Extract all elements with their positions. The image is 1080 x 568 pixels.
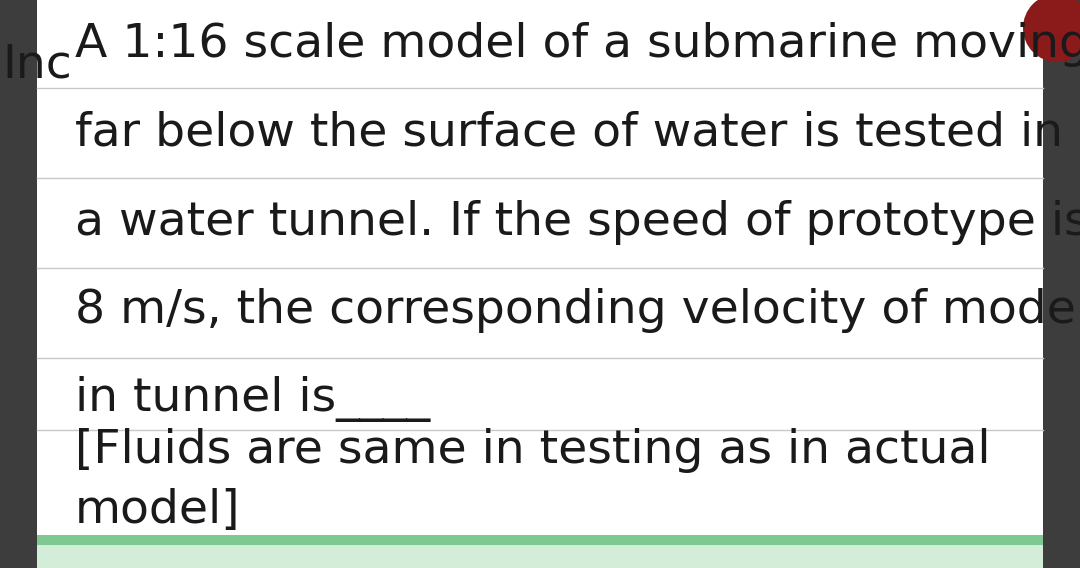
Text: Inc: Inc bbox=[2, 42, 71, 87]
Text: in tunnel is____: in tunnel is____ bbox=[75, 376, 430, 422]
Bar bbox=[37, 545, 1043, 568]
Bar bbox=[37, 535, 1043, 545]
Text: a water tunnel. If the speed of prototype is: a water tunnel. If the speed of prototyp… bbox=[75, 200, 1080, 245]
Text: A 1:16 scale model of a submarine moving: A 1:16 scale model of a submarine moving bbox=[75, 22, 1080, 67]
Text: far below the surface of water is tested in: far below the surface of water is tested… bbox=[75, 110, 1063, 155]
Text: [Fluids are same in testing as in actual: [Fluids are same in testing as in actual bbox=[75, 428, 990, 473]
Text: 8 m/s, the corresponding velocity of model: 8 m/s, the corresponding velocity of mod… bbox=[75, 288, 1080, 333]
Text: model]: model] bbox=[75, 488, 241, 533]
Circle shape bbox=[1023, 0, 1080, 62]
